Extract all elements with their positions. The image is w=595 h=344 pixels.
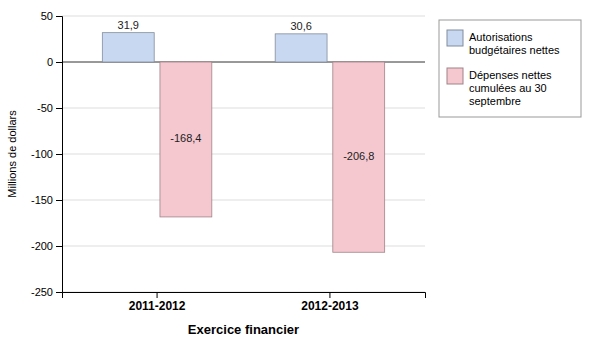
y-tick: -100 (31, 148, 62, 160)
data-label: 31,9 (118, 19, 139, 31)
tick-mark (56, 246, 62, 247)
x-tick: 2012-2013 (301, 292, 359, 313)
axis-line (56, 17, 63, 293)
tick-label: -250 (31, 286, 53, 298)
y-tick: 0 (47, 56, 62, 68)
legend-swatch (447, 30, 463, 46)
tick-label: -50 (37, 102, 53, 114)
tick-mark (56, 200, 62, 201)
bar (102, 33, 154, 62)
bar (333, 62, 385, 252)
x-axis: 2011-2012 2012-2013 (63, 292, 426, 313)
tick-label: -150 (31, 194, 53, 206)
tick-label: -200 (31, 240, 53, 252)
y-axis: 50 0 -50 -100 -150 -200 -250 (31, 10, 63, 298)
tick-mark (56, 154, 62, 155)
data-labels: 31,9 30,6 -168,4 -206,8 (118, 19, 375, 162)
legend-frame (439, 20, 581, 117)
legend-swatch (447, 68, 463, 84)
bar-series (102, 33, 327, 62)
bar (160, 62, 212, 217)
data-label: -206,8 (343, 150, 374, 162)
y-tick: -200 (31, 240, 62, 252)
tick-label: -100 (31, 148, 53, 160)
axis-line (63, 293, 426, 299)
data-label: -168,4 (170, 132, 201, 144)
tick-mark (56, 292, 62, 293)
tick-mark (56, 62, 62, 63)
tick-mark (56, 16, 62, 17)
bar (275, 34, 327, 62)
grid (62, 16, 425, 292)
tick-label: 2012-2013 (301, 299, 359, 313)
y-axis-title: Millions de dollars (6, 110, 18, 198)
y-tick: 50 (41, 10, 62, 22)
chart: 31,9 30,6 -168,4 -206,8 50 0 -50 -100 -150 -200 -2… (0, 0, 595, 344)
bar-series (160, 62, 385, 252)
grid-line (62, 16, 425, 17)
y-tick: -250 (31, 286, 62, 298)
bars (102, 33, 384, 253)
x-tick: 2011-2012 (129, 292, 186, 313)
tick-mark (157, 292, 158, 298)
tick-mark (56, 108, 62, 109)
plot: 31,9 30,6 -168,4 -206,8 50 0 -50 -100 -150 -200 -2… (31, 10, 426, 313)
data-label: 30,6 (290, 20, 311, 32)
x-axis-title: Exercice financier (188, 322, 299, 337)
tick-label: 0 (47, 56, 53, 68)
y-tick: -50 (37, 102, 62, 114)
legend-label: Dépenses nettescumulées au 30septembre (469, 69, 552, 107)
y-tick: -150 (31, 194, 62, 206)
legend: Autorisationsbudgétaires nettes Dépenses … (439, 20, 581, 117)
tick-label: 2011-2012 (129, 299, 186, 313)
tick-mark (329, 292, 330, 298)
legend-label: Autorisationsbudgétaires nettes (469, 31, 560, 56)
tick-label: 50 (41, 10, 53, 22)
